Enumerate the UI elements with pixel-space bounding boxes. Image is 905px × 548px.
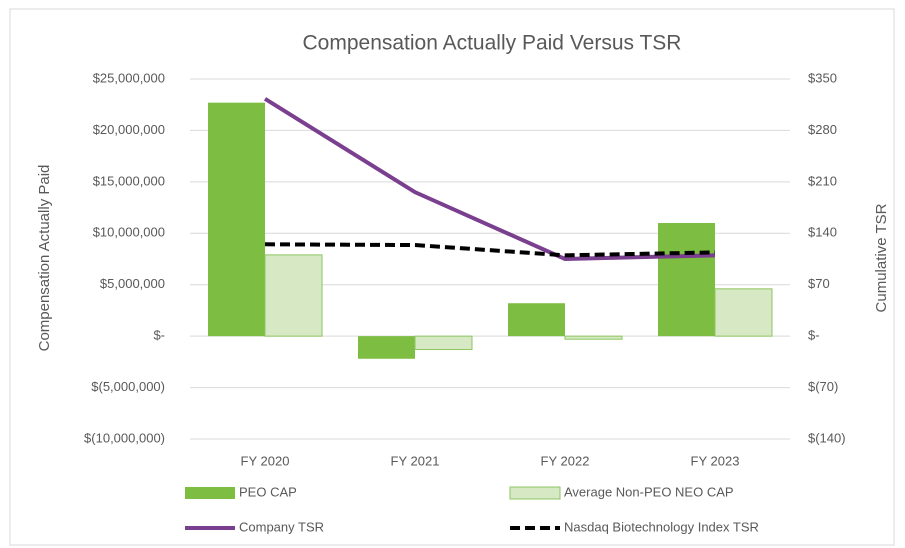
bar (264, 254, 323, 337)
bar (564, 335, 623, 340)
chart-frame (9, 8, 895, 546)
y2-tick-label: $(70) (808, 379, 838, 394)
x-tick-label: FY 2020 (241, 453, 290, 468)
legend-label: PEO CAP (239, 484, 297, 499)
line-series (264, 242, 716, 258)
legend-label: Average Non-PEO NEO CAP (564, 484, 734, 499)
y-tick-label: $5,000,000 (100, 276, 165, 291)
legend-label: Nasdaq Biotechnology Index TSR (564, 519, 759, 534)
y-tick-label: $10,000,000 (93, 225, 165, 240)
bar (714, 288, 773, 337)
y2-tick-label: $140 (808, 225, 837, 240)
y-tick-label: $- (153, 328, 165, 343)
y2-tick-label: $350 (808, 70, 837, 85)
x-tick-label: FY 2021 (391, 453, 440, 468)
y-axis-label: Compensation Actually Paid (36, 165, 53, 352)
bar (508, 303, 565, 337)
legend-swatch (185, 487, 235, 499)
y2-tick-label: $- (808, 328, 820, 343)
bar (658, 223, 715, 337)
y-tick-label: $(5,000,000) (91, 379, 165, 394)
bar (358, 336, 415, 359)
y2-tick-label: $(140) (808, 430, 846, 445)
y-tick-label: $20,000,000 (93, 122, 165, 137)
bar (208, 102, 265, 337)
legend-swatch (509, 486, 561, 500)
y2-tick-label: $70 (808, 276, 830, 291)
line-series (263, 97, 716, 262)
y-tick-label: $15,000,000 (93, 173, 165, 188)
bar (414, 335, 473, 351)
y2-tick-label: $210 (808, 173, 837, 188)
y2-tick-label: $280 (808, 122, 837, 137)
chart-title: Compensation Actually Paid Versus TSR (303, 32, 682, 55)
y-tick-label: $25,000,000 (93, 70, 165, 85)
legend-label: Company TSR (239, 519, 324, 534)
y2-axis-label: Cumulative TSR (873, 203, 890, 312)
y-tick-label: $(10,000,000) (84, 430, 165, 445)
x-tick-label: FY 2022 (541, 453, 590, 468)
x-tick-label: FY 2023 (691, 453, 740, 468)
